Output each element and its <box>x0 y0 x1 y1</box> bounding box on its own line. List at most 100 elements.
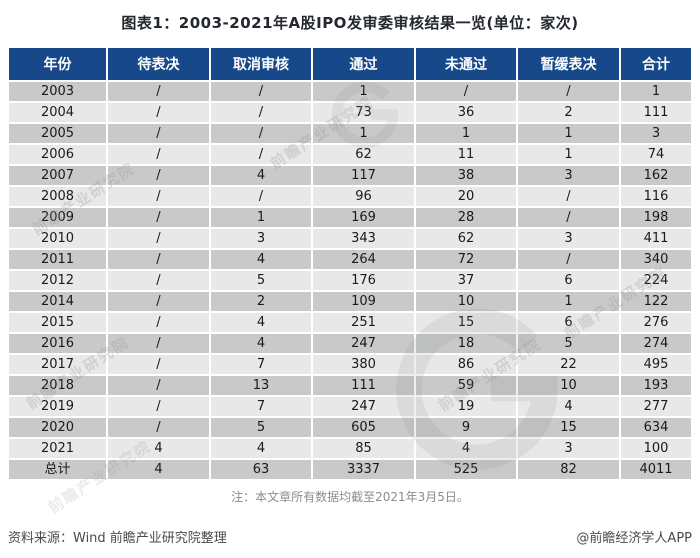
value-cell: / <box>209 80 313 103</box>
value-cell: 100 <box>619 437 693 460</box>
table-row: 2016/4 247 18 5 274 <box>7 332 693 355</box>
value-cell: 96 <box>311 185 416 208</box>
value-cell: 111 <box>619 101 693 124</box>
value-cell: 264 <box>311 248 416 271</box>
figure-title: 图表1：2003-2021年A股IPO发审委审核结果一览(单位：家次) <box>121 14 579 32</box>
value-cell: 59 <box>414 374 518 397</box>
value-cell: 3 <box>516 164 621 187</box>
data-note: 注：本文章所有数据均截至2021年3月5日。 <box>231 490 469 504</box>
value-cell: / <box>106 206 211 229</box>
table-row: 2004//73 36 2 111 <box>7 101 693 124</box>
year-cell: 2018 <box>7 374 108 397</box>
value-cell: 1 <box>516 290 621 313</box>
value-cell: 411 <box>619 227 693 250</box>
value-cell: / <box>106 143 211 166</box>
year-cell: 总计 <box>7 458 108 481</box>
column-header: 通过 <box>311 46 416 82</box>
value-cell: 6 <box>516 269 621 292</box>
value-cell: 5 <box>516 332 621 355</box>
value-cell: 4 <box>209 164 313 187</box>
year-cell: 2017 <box>7 353 108 376</box>
value-cell: 251 <box>311 311 416 334</box>
value-cell: 605 <box>311 416 416 439</box>
value-cell: / <box>106 101 211 124</box>
value-cell: 86 <box>414 353 518 376</box>
value-cell: 22 <box>516 353 621 376</box>
value-cell: 193 <box>619 374 693 397</box>
year-cell: 2005 <box>7 122 108 145</box>
table-row: 2012/5 176 37 6 224 <box>7 269 693 292</box>
value-cell: / <box>106 416 211 439</box>
year-cell: 2004 <box>7 101 108 124</box>
year-cell: 2008 <box>7 185 108 208</box>
value-cell: / <box>516 206 621 229</box>
column-header: 待表决 <box>106 46 211 82</box>
value-cell: 169 <box>311 206 416 229</box>
year-cell: 2007 <box>7 164 108 187</box>
value-cell: 109 <box>311 290 416 313</box>
table-row: 2007/4 117 38 3 162 <box>7 164 693 187</box>
value-cell: 13 <box>209 374 313 397</box>
value-cell: 525 <box>414 458 518 481</box>
value-cell: 1 <box>516 143 621 166</box>
value-cell: / <box>106 332 211 355</box>
value-cell: 10 <box>414 290 518 313</box>
value-cell: 38 <box>414 164 518 187</box>
figure-footer: 资料来源：Wind 前瞻产业研究院整理 @前瞻经济学人APP <box>8 527 692 546</box>
value-cell: 224 <box>619 269 693 292</box>
table-row: 2005//1 1 1 3 <box>7 122 693 145</box>
value-cell: 277 <box>619 395 693 418</box>
value-cell: / <box>106 353 211 376</box>
value-cell: 63 <box>209 458 313 481</box>
year-cell: 2006 <box>7 143 108 166</box>
value-cell: 74 <box>619 143 693 166</box>
table-row: 2021 4 4 85 4 3 100 <box>7 437 693 460</box>
value-cell: 4011 <box>619 458 693 481</box>
table-row: 2019/7 247 19 4 277 <box>7 395 693 418</box>
table-row: 2010/3 343 62 3 411 <box>7 227 693 250</box>
value-cell: 340 <box>619 248 693 271</box>
value-cell: 28 <box>414 206 518 229</box>
year-cell: 2012 <box>7 269 108 292</box>
ipo-results-table: 年份 待表决 取消审核 通过 未通过 暂缓表决 合计 2003//1//1 2004//73 3… <box>7 46 693 481</box>
value-cell: / <box>209 122 313 145</box>
value-cell: 37 <box>414 269 518 292</box>
table-row: 2006//62 11 1 74 <box>7 143 693 166</box>
table-row: 总计 4 63 3337 525 82 4011 <box>7 458 693 481</box>
year-cell: 2021 <box>7 437 108 460</box>
value-cell: 1 <box>311 80 416 103</box>
table-row: 2011/4 264 72/340 <box>7 248 693 271</box>
table-row: 2008//96 20/116 <box>7 185 693 208</box>
value-cell: 162 <box>619 164 693 187</box>
value-cell: 10 <box>516 374 621 397</box>
value-cell: 247 <box>311 395 416 418</box>
value-cell: / <box>414 80 518 103</box>
value-cell: / <box>516 80 621 103</box>
value-cell: 343 <box>311 227 416 250</box>
value-cell: 1 <box>619 80 693 103</box>
value-cell: 1 <box>311 122 416 145</box>
value-cell: 634 <box>619 416 693 439</box>
value-cell: 4 <box>414 437 518 460</box>
value-cell: 4 <box>209 248 313 271</box>
value-cell: 4 <box>209 437 313 460</box>
value-cell: 3337 <box>311 458 416 481</box>
value-cell: 15 <box>414 311 518 334</box>
value-cell: / <box>106 311 211 334</box>
value-cell: 1 <box>414 122 518 145</box>
value-cell: 62 <box>311 143 416 166</box>
value-cell: 247 <box>311 332 416 355</box>
value-cell: 62 <box>414 227 518 250</box>
value-cell: 85 <box>311 437 416 460</box>
value-cell: 198 <box>619 206 693 229</box>
value-cell: 4 <box>516 395 621 418</box>
value-cell: / <box>106 269 211 292</box>
value-cell: / <box>209 143 313 166</box>
value-cell: 176 <box>311 269 416 292</box>
column-header: 未通过 <box>414 46 518 82</box>
value-cell: 111 <box>311 374 416 397</box>
value-cell: 3 <box>209 227 313 250</box>
value-cell: 6 <box>516 311 621 334</box>
table-row: 2017/7 380 86 22 495 <box>7 353 693 376</box>
value-cell: / <box>106 248 211 271</box>
